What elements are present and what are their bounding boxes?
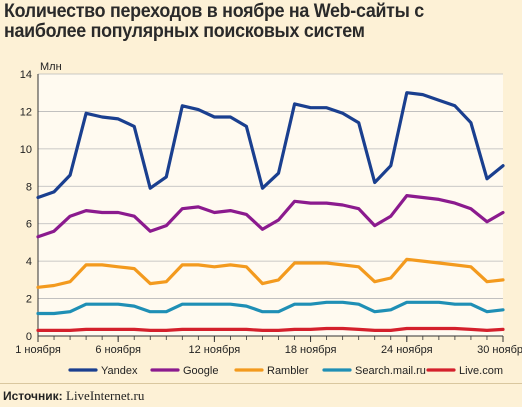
- x-tick-label: 6 ноября: [95, 344, 141, 356]
- series-line-rambler: [36, 257, 505, 289]
- source-bar: Источник: LiveInternet.ru: [0, 383, 522, 407]
- x-tick-label: 1 ноября: [15, 344, 61, 356]
- y-tick-label: 14: [20, 69, 32, 81]
- legend-label-yandex: Yandex: [101, 365, 138, 377]
- y-tick-label: 8: [26, 181, 32, 193]
- chart-title: Количество переходов в ноябре на Web-сай…: [4, 1, 424, 42]
- source-credit: Источник: LiveInternet.ru: [3, 388, 144, 404]
- legend-label-rambler: Rambler: [267, 365, 309, 377]
- x-tick-label: 18 ноября: [285, 344, 337, 356]
- y-tick-label: 4: [26, 256, 32, 268]
- y-tick-label: 10: [20, 144, 32, 156]
- x-tick-label: 30 ноября: [477, 344, 522, 356]
- series-line-google: [36, 194, 505, 239]
- source-label: Источник:: [3, 389, 63, 403]
- legend-label-live-com: Live.com: [459, 365, 503, 377]
- series-line-live-com: [36, 326, 505, 332]
- y-tick-label: 6: [26, 219, 32, 231]
- y-tick-label: 2: [26, 294, 32, 306]
- series-line-search-mail-ru: [36, 300, 505, 316]
- series-line-yandex: [36, 91, 505, 200]
- y-tick-label: 12: [20, 106, 32, 118]
- legend-label-search-mail-ru: Search.mail.ru: [355, 365, 426, 377]
- source-value: LiveInternet.ru: [66, 388, 145, 403]
- y-tick-label: 0: [26, 331, 32, 343]
- legend-label-google: Google: [183, 365, 218, 377]
- plot-area: [38, 74, 503, 336]
- y-axis-label: Млн: [40, 61, 62, 73]
- x-tick-label: 12 ноября: [189, 344, 241, 356]
- x-tick-label: 24 ноября: [381, 344, 433, 356]
